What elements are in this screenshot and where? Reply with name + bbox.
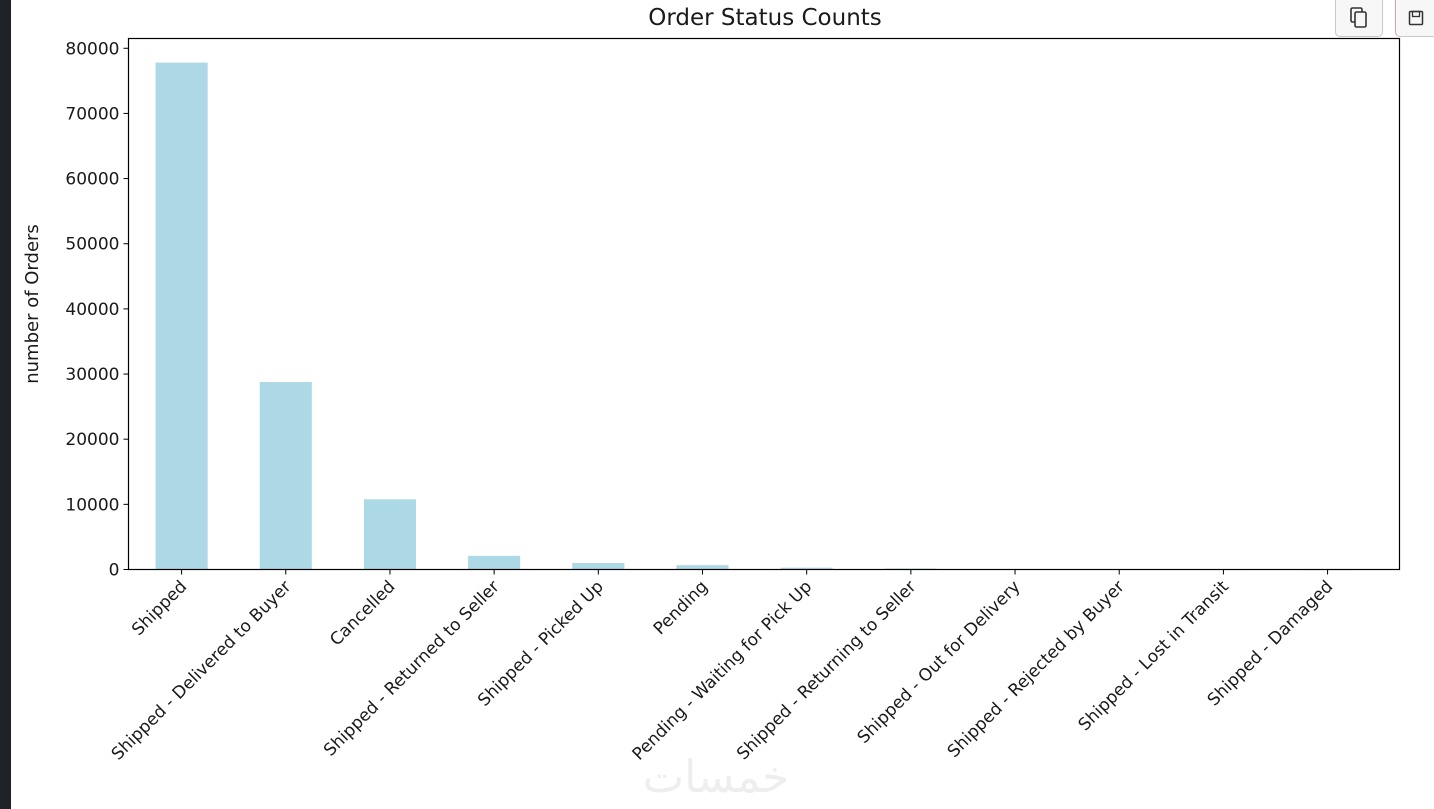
y-tick-label-2: 20000 [65, 430, 119, 450]
bar-0 [155, 62, 208, 570]
chart-title: Order Status Counts [648, 5, 882, 31]
x-tick-label-3: Shipped - Returned to Seller [320, 577, 504, 761]
x-tick-label-7: Shipped - Returning to Seller [733, 577, 920, 764]
bar-5 [676, 565, 729, 570]
y-axis-ticks: 0 10000 20000 30000 40000 50000 60000 70000 8000… [65, 39, 129, 581]
y-tick-label-7: 70000 [65, 104, 119, 124]
left-panel-edge [0, 0, 11, 809]
plot-area-frame [127, 37, 1401, 571]
y-tick-label-8: 80000 [65, 39, 119, 59]
y-axis-label: number of Orders [22, 224, 43, 384]
x-tick-label-0: Shipped [128, 577, 191, 640]
y-tick-label-3: 30000 [65, 365, 119, 385]
copy-button[interactable] [1335, 0, 1383, 37]
watermark-text: خمسات [643, 752, 790, 803]
bar-1 [259, 382, 312, 570]
bar-4 [572, 562, 625, 570]
y-tick-label-0: 0 [109, 561, 120, 581]
bar-6 [780, 567, 833, 570]
bar-3 [468, 555, 521, 570]
y-tick-label-1: 10000 [65, 495, 119, 515]
x-tick-label-9: Shipped - Rejected by Buyer [944, 577, 1129, 762]
x-tick-label-2: Cancelled [326, 577, 399, 650]
copy-icon [1350, 7, 1367, 28]
bar-2 [363, 499, 416, 570]
save-icon [1408, 10, 1423, 26]
x-tick-label-5: Pending [650, 577, 712, 639]
y-tick-label-4: 40000 [65, 300, 119, 320]
y-tick-label-6: 60000 [65, 170, 119, 190]
x-tick-label-1: Shipped - Delivered to Buyer [108, 577, 296, 765]
x-tick-label-6: Pending - Waiting for Pick Up [629, 577, 817, 765]
y-tick-label-5: 50000 [65, 235, 119, 255]
bars-group [155, 62, 1354, 571]
save-button[interactable] [1395, 0, 1434, 37]
